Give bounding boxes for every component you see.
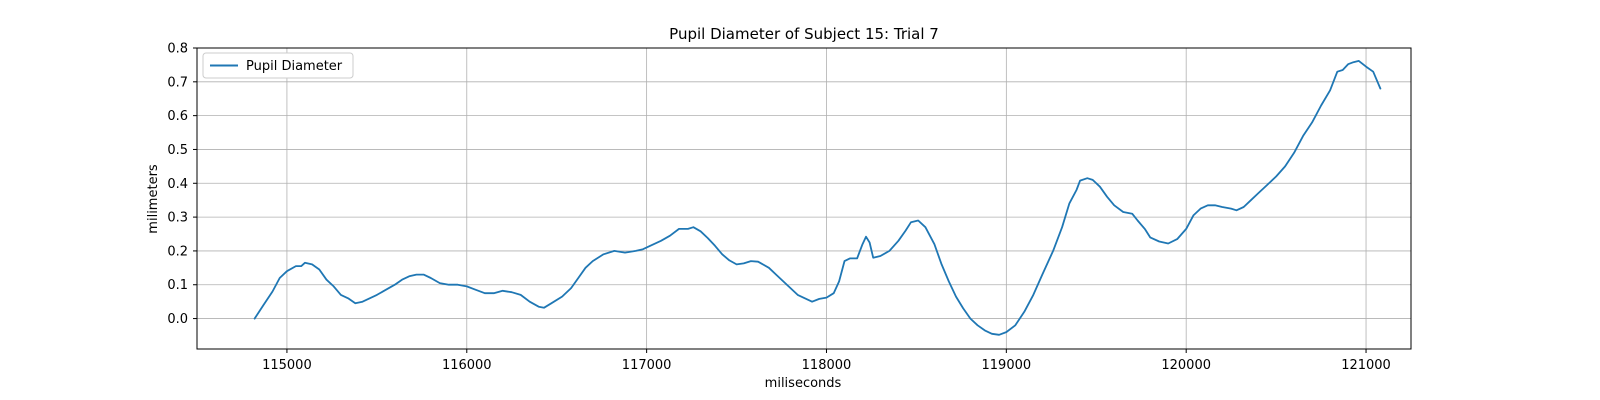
x-tick-label: 115000 <box>262 358 312 373</box>
y-tick-label: 0.5 <box>167 143 188 158</box>
x-tick-label: 120000 <box>1161 358 1211 373</box>
x-tick-label: 117000 <box>622 358 672 373</box>
x-tick-label: 119000 <box>982 358 1032 373</box>
x-axis-label: miliseconds <box>765 376 842 391</box>
x-axis-ticks: 115000 116000 117000 118000 119000 120000 1210… <box>262 349 1391 373</box>
y-tick-label: 0.7 <box>167 75 188 90</box>
x-tick-label: 121000 <box>1341 358 1391 373</box>
y-tick-label: 0.1 <box>167 278 188 293</box>
y-tick-label: 0.6 <box>167 109 188 124</box>
y-tick-label: 0.0 <box>167 312 188 327</box>
y-tick-label: 0.2 <box>167 244 188 259</box>
y-tick-label: 0.3 <box>167 211 188 226</box>
pupil-diameter-line <box>253 60 1382 336</box>
grid <box>197 47 1411 349</box>
series-layer <box>253 60 1382 336</box>
x-tick-label: 116000 <box>442 358 492 373</box>
legend: Pupil Diameter <box>202 52 354 79</box>
x-tick-label: 118000 <box>802 358 852 373</box>
y-tick-label: 0.4 <box>167 177 188 192</box>
y-tick-label: 0.8 <box>167 42 188 57</box>
y-axis-ticks: 0.0 0.1 0.2 0.3 0.4 0.5 0.6 0.7 0.8 <box>167 42 197 327</box>
chart-title: Pupil Diameter of Subject 15: Trial 7 <box>669 25 939 43</box>
plot-frame <box>196 47 1412 350</box>
y-axis-label: milimeters <box>146 164 161 234</box>
plot-area <box>197 48 1411 349</box>
legend-label: Pupil Diameter <box>246 59 343 74</box>
legend-box <box>202 52 354 79</box>
